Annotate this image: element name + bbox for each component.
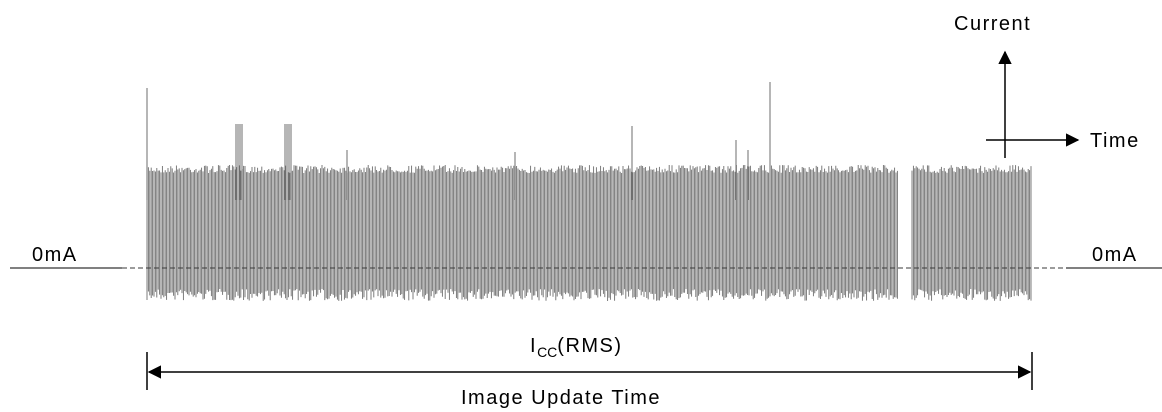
time-axis-label: Time [1090, 130, 1140, 152]
current-axis-label: Current [954, 13, 1031, 35]
left-zero-label: 0mA [32, 244, 78, 266]
zero-reference: 0mA 0mA [10, 244, 1162, 269]
image-update-time-label: Image Update Time [461, 387, 661, 409]
axis-indicator: Current Time [954, 13, 1140, 158]
right-zero-label: 0mA [1092, 244, 1138, 266]
current-waveform [146, 82, 1032, 301]
waveform-trace [146, 165, 1032, 301]
icc-rms-label: ICC(RMS) [530, 335, 623, 360]
update-time-span: Image Update Time [146, 352, 1033, 409]
